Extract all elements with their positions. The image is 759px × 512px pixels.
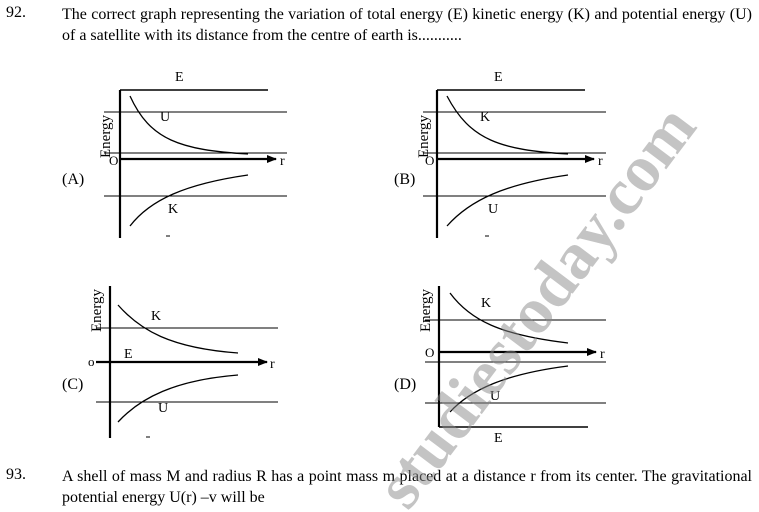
line-label: E (494, 431, 503, 446)
origin-label: o (88, 354, 95, 369)
upper-curve (446, 95, 569, 155)
y-axis-label: Energy (98, 114, 114, 158)
lower-curve (129, 174, 249, 227)
option-label: (A) (62, 171, 84, 188)
lower-curve (117, 374, 239, 423)
graph-option-b[interactable]: Energy O r E K U (B) (394, 70, 606, 238)
question-92-text: The correct graph representing the varia… (62, 6, 752, 44)
lower-curve-label: U (488, 202, 498, 217)
option-label: (C) (62, 376, 83, 393)
x-axis-label: r (600, 347, 605, 362)
origin-label: O (425, 345, 434, 360)
y-axis-label: Energy (418, 288, 434, 332)
line-label: E (175, 70, 184, 85)
upper-curve (129, 95, 249, 155)
question-92-number: 92. (6, 4, 26, 21)
upper-curve-label: U (160, 110, 170, 125)
x-axis-label: r (598, 154, 603, 169)
upper-curve-label: K (481, 296, 491, 311)
lower-curve-label: U (158, 401, 168, 416)
upper-curve (449, 292, 569, 344)
line-label: E (494, 70, 503, 85)
question-93-text: A shell of mass M and radius R has a poi… (62, 468, 752, 506)
upper-curve (117, 304, 239, 354)
y-axis-label: Energy (416, 114, 432, 158)
lower-curve-label: K (168, 202, 178, 217)
lower-curve (446, 174, 569, 227)
origin-label: O (425, 153, 434, 168)
graph-option-c[interactable]: Energy o r E K U (C) (62, 286, 278, 438)
origin-label: O (109, 153, 118, 168)
upper-curve-label: K (480, 110, 490, 125)
option-label: (D) (394, 376, 416, 393)
x-axis-label: r (280, 154, 285, 169)
lower-curve-label: U (490, 389, 500, 404)
option-label: (B) (394, 171, 415, 188)
x-axis-label: r (270, 357, 275, 372)
graph-option-d[interactable]: Energy O r E K U (D) (394, 286, 606, 446)
upper-curve-label: K (151, 309, 161, 324)
question-93-number: 93. (6, 466, 26, 483)
lower-curve (449, 365, 569, 413)
graph-option-a[interactable]: Energy O r E U K (A) (62, 70, 287, 238)
line-label: E (124, 347, 133, 362)
y-axis-label: Energy (89, 288, 105, 332)
